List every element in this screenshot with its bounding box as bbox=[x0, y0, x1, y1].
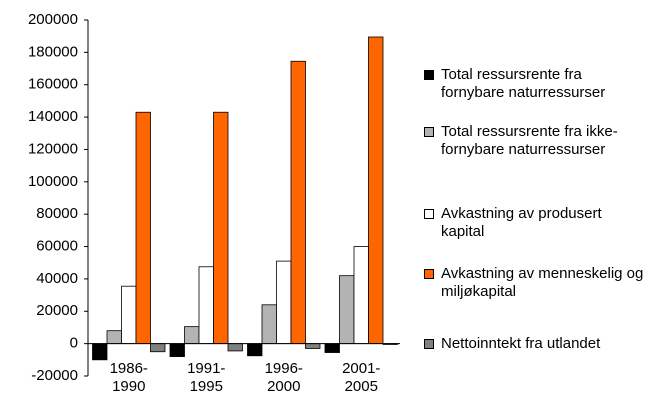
y-tick-label: 120000 bbox=[28, 140, 78, 157]
y-tick-label: 200000 bbox=[28, 11, 78, 28]
y-tick-label: 160000 bbox=[28, 76, 78, 93]
legend-item: Nettoinntekt fra utlandet bbox=[424, 335, 649, 353]
x-tick-label: 1986-1990 bbox=[109, 360, 148, 395]
bar bbox=[290, 60, 306, 345]
bar bbox=[339, 275, 355, 345]
bar bbox=[324, 343, 340, 353]
legend-item: Total ressursrente fra fornybare naturre… bbox=[424, 66, 649, 102]
y-tick-label: 100000 bbox=[28, 173, 78, 190]
bar bbox=[261, 304, 277, 345]
legend-swatch bbox=[424, 339, 434, 349]
bar bbox=[353, 246, 369, 345]
legend-swatch bbox=[424, 269, 434, 279]
bar bbox=[368, 36, 384, 345]
legend-item: Total ressursrente fra ikke-fornybare na… bbox=[424, 123, 649, 159]
bar bbox=[92, 343, 108, 361]
y-tick-label: 180000 bbox=[28, 43, 78, 60]
y-tick-label: 80000 bbox=[36, 205, 78, 222]
y-tick-label: 20000 bbox=[36, 302, 78, 319]
bar bbox=[135, 111, 151, 345]
bar bbox=[121, 285, 137, 345]
x-tick-label: 1991-1995 bbox=[187, 360, 226, 395]
y-tick-label: 140000 bbox=[28, 108, 78, 125]
y-tick-label: -20000 bbox=[31, 367, 78, 384]
legend-label: Total ressursrente fra fornybare naturre… bbox=[441, 66, 606, 101]
legend-item: Avkastning av menneskelig og miljøkapita… bbox=[424, 265, 649, 301]
y-tick-label: 0 bbox=[70, 335, 78, 352]
bar bbox=[169, 343, 185, 357]
bar bbox=[305, 343, 321, 349]
y-tick-label: 40000 bbox=[36, 270, 78, 287]
legend-swatch bbox=[424, 127, 434, 137]
legend-item: Avkastning av produsert kapital bbox=[424, 205, 649, 241]
bar bbox=[227, 343, 243, 352]
bar bbox=[213, 111, 229, 345]
legend-label: Nettoinntekt fra utlandet bbox=[441, 335, 601, 352]
legend-swatch bbox=[424, 70, 434, 80]
legend-swatch bbox=[424, 209, 434, 219]
x-tick-label: 1996-2000 bbox=[264, 360, 303, 395]
x-tick-label: 2001-2005 bbox=[342, 360, 381, 395]
bar bbox=[184, 326, 200, 345]
legend-label: Avkastning av produsert kapital bbox=[441, 205, 602, 240]
bar bbox=[106, 330, 122, 345]
legend-label: Avkastning av menneskelig og miljøkapita… bbox=[441, 265, 644, 300]
y-tick-label: 60000 bbox=[36, 238, 78, 255]
bar bbox=[150, 343, 166, 353]
bar bbox=[198, 266, 214, 345]
bar bbox=[276, 260, 292, 345]
legend-label: Total ressursrente fra ikke-fornybare na… bbox=[441, 123, 618, 158]
bar bbox=[247, 343, 263, 357]
